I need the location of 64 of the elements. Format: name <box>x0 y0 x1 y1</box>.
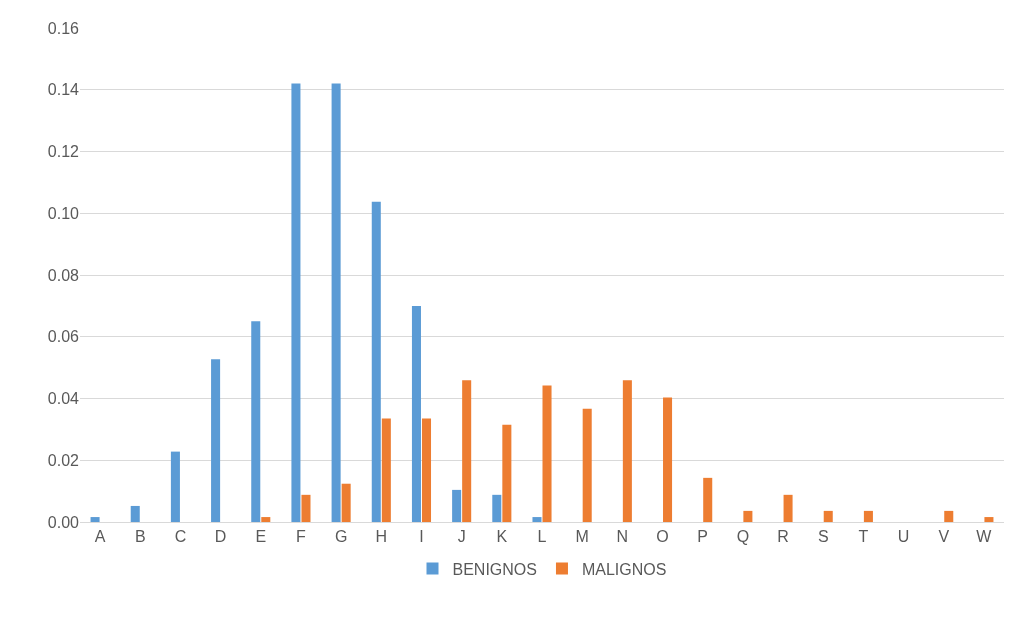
x-tick-label: N <box>616 528 629 546</box>
bar <box>130 505 140 522</box>
bar <box>381 418 391 522</box>
bar <box>663 397 673 522</box>
x-tick-label: I <box>419 528 424 546</box>
bar <box>622 380 632 522</box>
y-tick-label: 0.04 <box>47 390 80 408</box>
x-tick-label: C <box>174 528 187 546</box>
x-tick-label: S <box>817 528 829 546</box>
x-tick-label: R <box>777 528 789 546</box>
bar <box>823 510 833 522</box>
x-tick-label: D <box>214 528 227 546</box>
x-tick-label: J <box>457 528 466 546</box>
y-tick-label: 0.16 <box>47 19 80 37</box>
x-tick-label: A <box>94 528 106 546</box>
x-tick-label: U <box>897 528 910 546</box>
bar <box>944 510 954 522</box>
x-tick-label: M <box>575 528 589 546</box>
bar <box>301 494 311 522</box>
bar <box>743 510 753 522</box>
y-tick-label: 0.14 <box>47 81 80 99</box>
x-tick-label: Q <box>736 528 750 546</box>
bar <box>703 477 713 522</box>
x-tick-label: O <box>656 528 669 546</box>
y-tick-label: 0.12 <box>47 143 80 161</box>
bar <box>421 418 432 522</box>
x-tick-label: B <box>134 528 146 546</box>
x-tick-label: P <box>697 528 709 546</box>
bar <box>341 483 351 522</box>
y-tick-label: 0.00 <box>47 513 80 531</box>
bar <box>331 83 341 522</box>
bar <box>90 517 100 522</box>
x-tick-label: E <box>255 528 267 546</box>
x-tick-label: W <box>976 528 993 546</box>
bar <box>211 359 221 522</box>
y-tick-label: 0.06 <box>47 328 80 346</box>
x-tick-label: H <box>375 528 388 546</box>
legend-label: MALIGNOS <box>581 560 667 578</box>
bar <box>492 494 502 522</box>
y-tick-label: 0.08 <box>47 266 80 284</box>
x-tick-label: L <box>537 528 547 546</box>
bar <box>251 321 261 522</box>
bar <box>411 305 421 522</box>
bar <box>502 424 512 522</box>
bar <box>371 201 381 522</box>
bar <box>532 517 542 522</box>
x-tick-label: T <box>858 528 869 546</box>
bar <box>582 408 592 522</box>
bar <box>452 489 462 522</box>
y-tick-label: 0.02 <box>47 451 80 469</box>
bar <box>984 517 994 522</box>
x-tick-label: G <box>334 528 348 546</box>
bar <box>863 510 873 522</box>
bar <box>542 385 552 522</box>
x-tick-label: F <box>296 528 307 546</box>
x-tick-label: K <box>496 528 508 546</box>
bar <box>462 380 472 522</box>
bar <box>783 494 793 522</box>
bar <box>170 451 180 522</box>
bar <box>261 517 271 522</box>
y-tick-label: 0.10 <box>47 204 80 222</box>
legend-label: BENIGNOS <box>452 560 537 578</box>
x-tick-label: V <box>938 528 950 546</box>
bar <box>291 83 301 522</box>
